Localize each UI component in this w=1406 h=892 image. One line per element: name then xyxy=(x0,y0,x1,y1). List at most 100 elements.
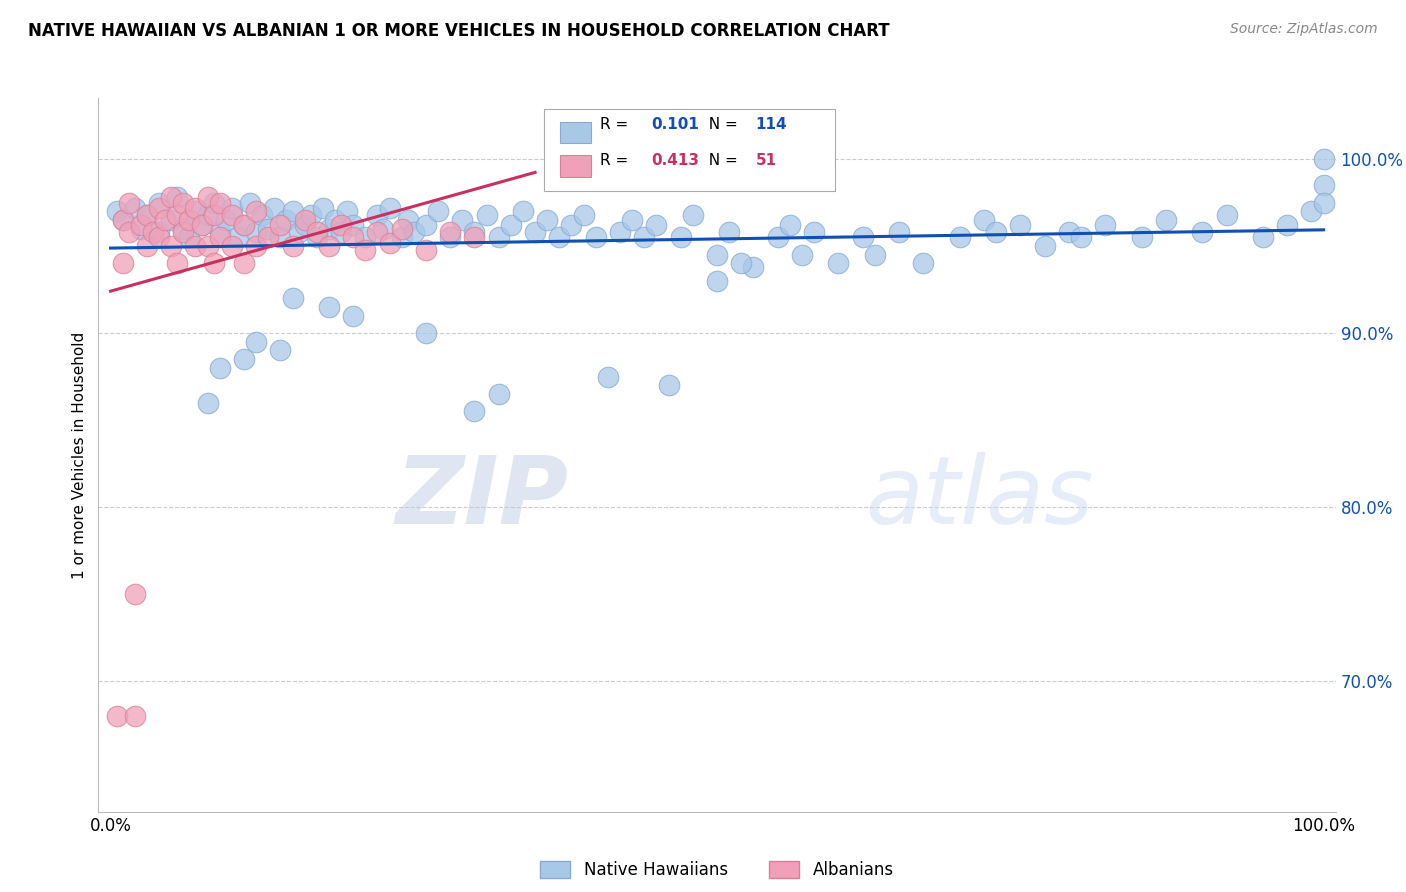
Point xyxy=(105,204,128,219)
Point xyxy=(657,378,679,392)
FancyBboxPatch shape xyxy=(560,155,591,177)
Point xyxy=(633,230,655,244)
Point xyxy=(463,225,485,239)
FancyBboxPatch shape xyxy=(544,109,835,191)
Point xyxy=(323,213,346,227)
Point xyxy=(354,243,377,257)
Point xyxy=(330,218,353,232)
FancyBboxPatch shape xyxy=(560,121,591,143)
Point xyxy=(118,225,141,239)
Point xyxy=(330,225,353,239)
Point xyxy=(1130,230,1153,244)
Point xyxy=(136,239,159,253)
Point xyxy=(949,230,972,244)
Point xyxy=(1057,225,1080,239)
Point xyxy=(912,256,935,270)
Point xyxy=(396,213,419,227)
Text: NATIVE HAWAIIAN VS ALBANIAN 1 OR MORE VEHICLES IN HOUSEHOLD CORRELATION CHART: NATIVE HAWAIIAN VS ALBANIAN 1 OR MORE VE… xyxy=(28,22,890,40)
Point xyxy=(281,291,304,305)
Point xyxy=(281,239,304,253)
Point xyxy=(233,256,256,270)
Point xyxy=(373,221,395,235)
Point xyxy=(1251,230,1274,244)
Point xyxy=(415,243,437,257)
Point xyxy=(318,221,340,235)
Point xyxy=(366,225,388,239)
Point xyxy=(190,218,212,232)
Point xyxy=(427,204,450,219)
Point xyxy=(208,230,231,244)
Text: atlas: atlas xyxy=(866,452,1094,543)
Point xyxy=(682,208,704,222)
Point xyxy=(148,201,170,215)
Point xyxy=(1070,230,1092,244)
Point xyxy=(160,239,183,253)
Point xyxy=(294,218,316,232)
Point xyxy=(1312,195,1334,210)
Point xyxy=(148,225,170,239)
Point xyxy=(378,235,401,250)
Point xyxy=(366,208,388,222)
Point xyxy=(342,230,364,244)
Point xyxy=(263,201,285,215)
Point xyxy=(451,213,474,227)
Point xyxy=(179,213,201,227)
Point xyxy=(184,204,207,219)
Point xyxy=(269,218,291,232)
Point xyxy=(305,225,328,239)
Point xyxy=(1312,152,1334,166)
Point xyxy=(208,225,231,239)
Point xyxy=(827,256,849,270)
Point xyxy=(1215,208,1237,222)
Point xyxy=(136,208,159,222)
Point xyxy=(342,218,364,232)
Point xyxy=(148,230,170,244)
Point xyxy=(669,230,692,244)
Point xyxy=(245,225,267,239)
Point xyxy=(415,326,437,340)
Point xyxy=(572,208,595,222)
Point xyxy=(226,230,249,244)
Point xyxy=(609,225,631,239)
Point xyxy=(1312,178,1334,193)
Point xyxy=(179,230,201,244)
Point xyxy=(184,239,207,253)
Point xyxy=(245,239,267,253)
Point xyxy=(730,256,752,270)
Point xyxy=(124,587,146,601)
Point xyxy=(197,239,219,253)
Point xyxy=(105,709,128,723)
Point xyxy=(160,190,183,204)
Point xyxy=(391,221,413,235)
Point xyxy=(342,309,364,323)
Point xyxy=(318,300,340,314)
Point xyxy=(250,208,273,222)
Point xyxy=(1094,218,1116,232)
Text: R =: R = xyxy=(599,153,633,168)
Point xyxy=(190,218,212,232)
Point xyxy=(257,230,280,244)
Point xyxy=(233,218,256,232)
Point xyxy=(1191,225,1213,239)
Point xyxy=(378,201,401,215)
Point xyxy=(742,260,765,274)
Point xyxy=(1154,213,1177,227)
Point xyxy=(512,204,534,219)
Text: Source: ZipAtlas.com: Source: ZipAtlas.com xyxy=(1230,22,1378,37)
Text: 51: 51 xyxy=(755,153,776,168)
Point xyxy=(245,334,267,349)
Point xyxy=(215,213,238,227)
Point xyxy=(129,221,152,235)
Point xyxy=(1010,218,1032,232)
Point xyxy=(312,201,335,215)
Point xyxy=(560,218,582,232)
Point xyxy=(536,213,558,227)
Point xyxy=(718,225,741,239)
Point xyxy=(111,213,134,227)
Point xyxy=(111,213,134,227)
Text: N =: N = xyxy=(699,117,742,132)
Point xyxy=(790,248,813,262)
Point xyxy=(269,343,291,358)
Point xyxy=(391,230,413,244)
Point xyxy=(863,248,886,262)
